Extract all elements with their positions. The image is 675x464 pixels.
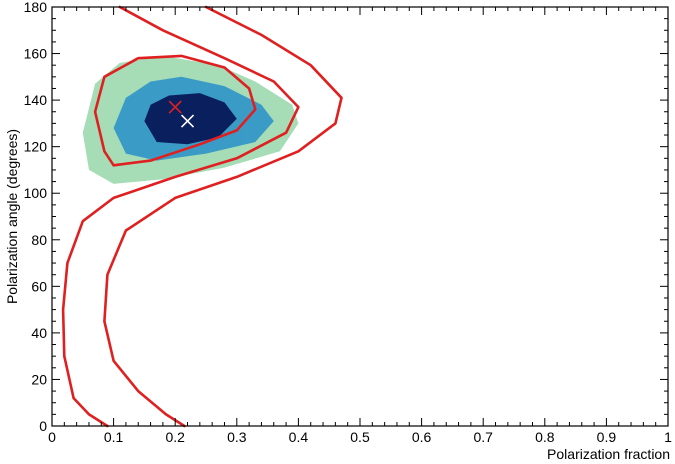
x-marker-stroke-b bbox=[168, 100, 182, 114]
y-tick-label: 180 bbox=[24, 0, 48, 15]
y-axis-title: Polarization angle (degrees) bbox=[4, 129, 20, 304]
contour-line-3 bbox=[103, 5, 343, 428]
x-tick-label: 0.9 bbox=[597, 429, 617, 445]
y-tick-label: 100 bbox=[24, 185, 48, 201]
x-tick-label: 0.3 bbox=[227, 429, 247, 445]
x-tick-label: 0.4 bbox=[289, 429, 309, 445]
y-tick-label: 160 bbox=[24, 46, 48, 62]
x-tick-label: 0.2 bbox=[165, 429, 185, 445]
y-tick-label: 60 bbox=[31, 278, 47, 294]
contour-line-2 bbox=[61, 5, 300, 428]
x-tick-label: 0.6 bbox=[412, 429, 432, 445]
x-tick-label: 0.7 bbox=[473, 429, 493, 445]
y-tick-label: 140 bbox=[24, 92, 48, 108]
x-marker-stroke-b bbox=[180, 114, 195, 128]
contour-line-1 bbox=[93, 54, 257, 167]
axis-ticks: 0 0.1 0.2 0.3 0.4 0.5 0.6 0.7 0.8 0.9 1 0 20 40 60 80 10… bbox=[24, 0, 672, 445]
x-marker-1 bbox=[168, 100, 182, 114]
y-tick-label: 120 bbox=[24, 139, 48, 155]
markers bbox=[168, 100, 195, 128]
y-tick-label: 0 bbox=[39, 418, 47, 434]
y-tick-label: 80 bbox=[31, 232, 47, 248]
filled-contours bbox=[82, 55, 299, 184]
x-tick-label: 0.1 bbox=[104, 429, 124, 445]
x-axis-title: Polarization fraction bbox=[547, 446, 670, 462]
y-tick-label: 40 bbox=[31, 325, 47, 341]
x-marker-2 bbox=[180, 114, 195, 128]
x-tick-label: 0 bbox=[48, 429, 56, 445]
x-tick-label: 0.8 bbox=[535, 429, 555, 445]
x-tick-label: 1 bbox=[664, 429, 672, 445]
line-contours bbox=[61, 5, 343, 428]
x-tick-label: 0.5 bbox=[350, 429, 370, 445]
y-tick-label: 20 bbox=[31, 371, 47, 387]
